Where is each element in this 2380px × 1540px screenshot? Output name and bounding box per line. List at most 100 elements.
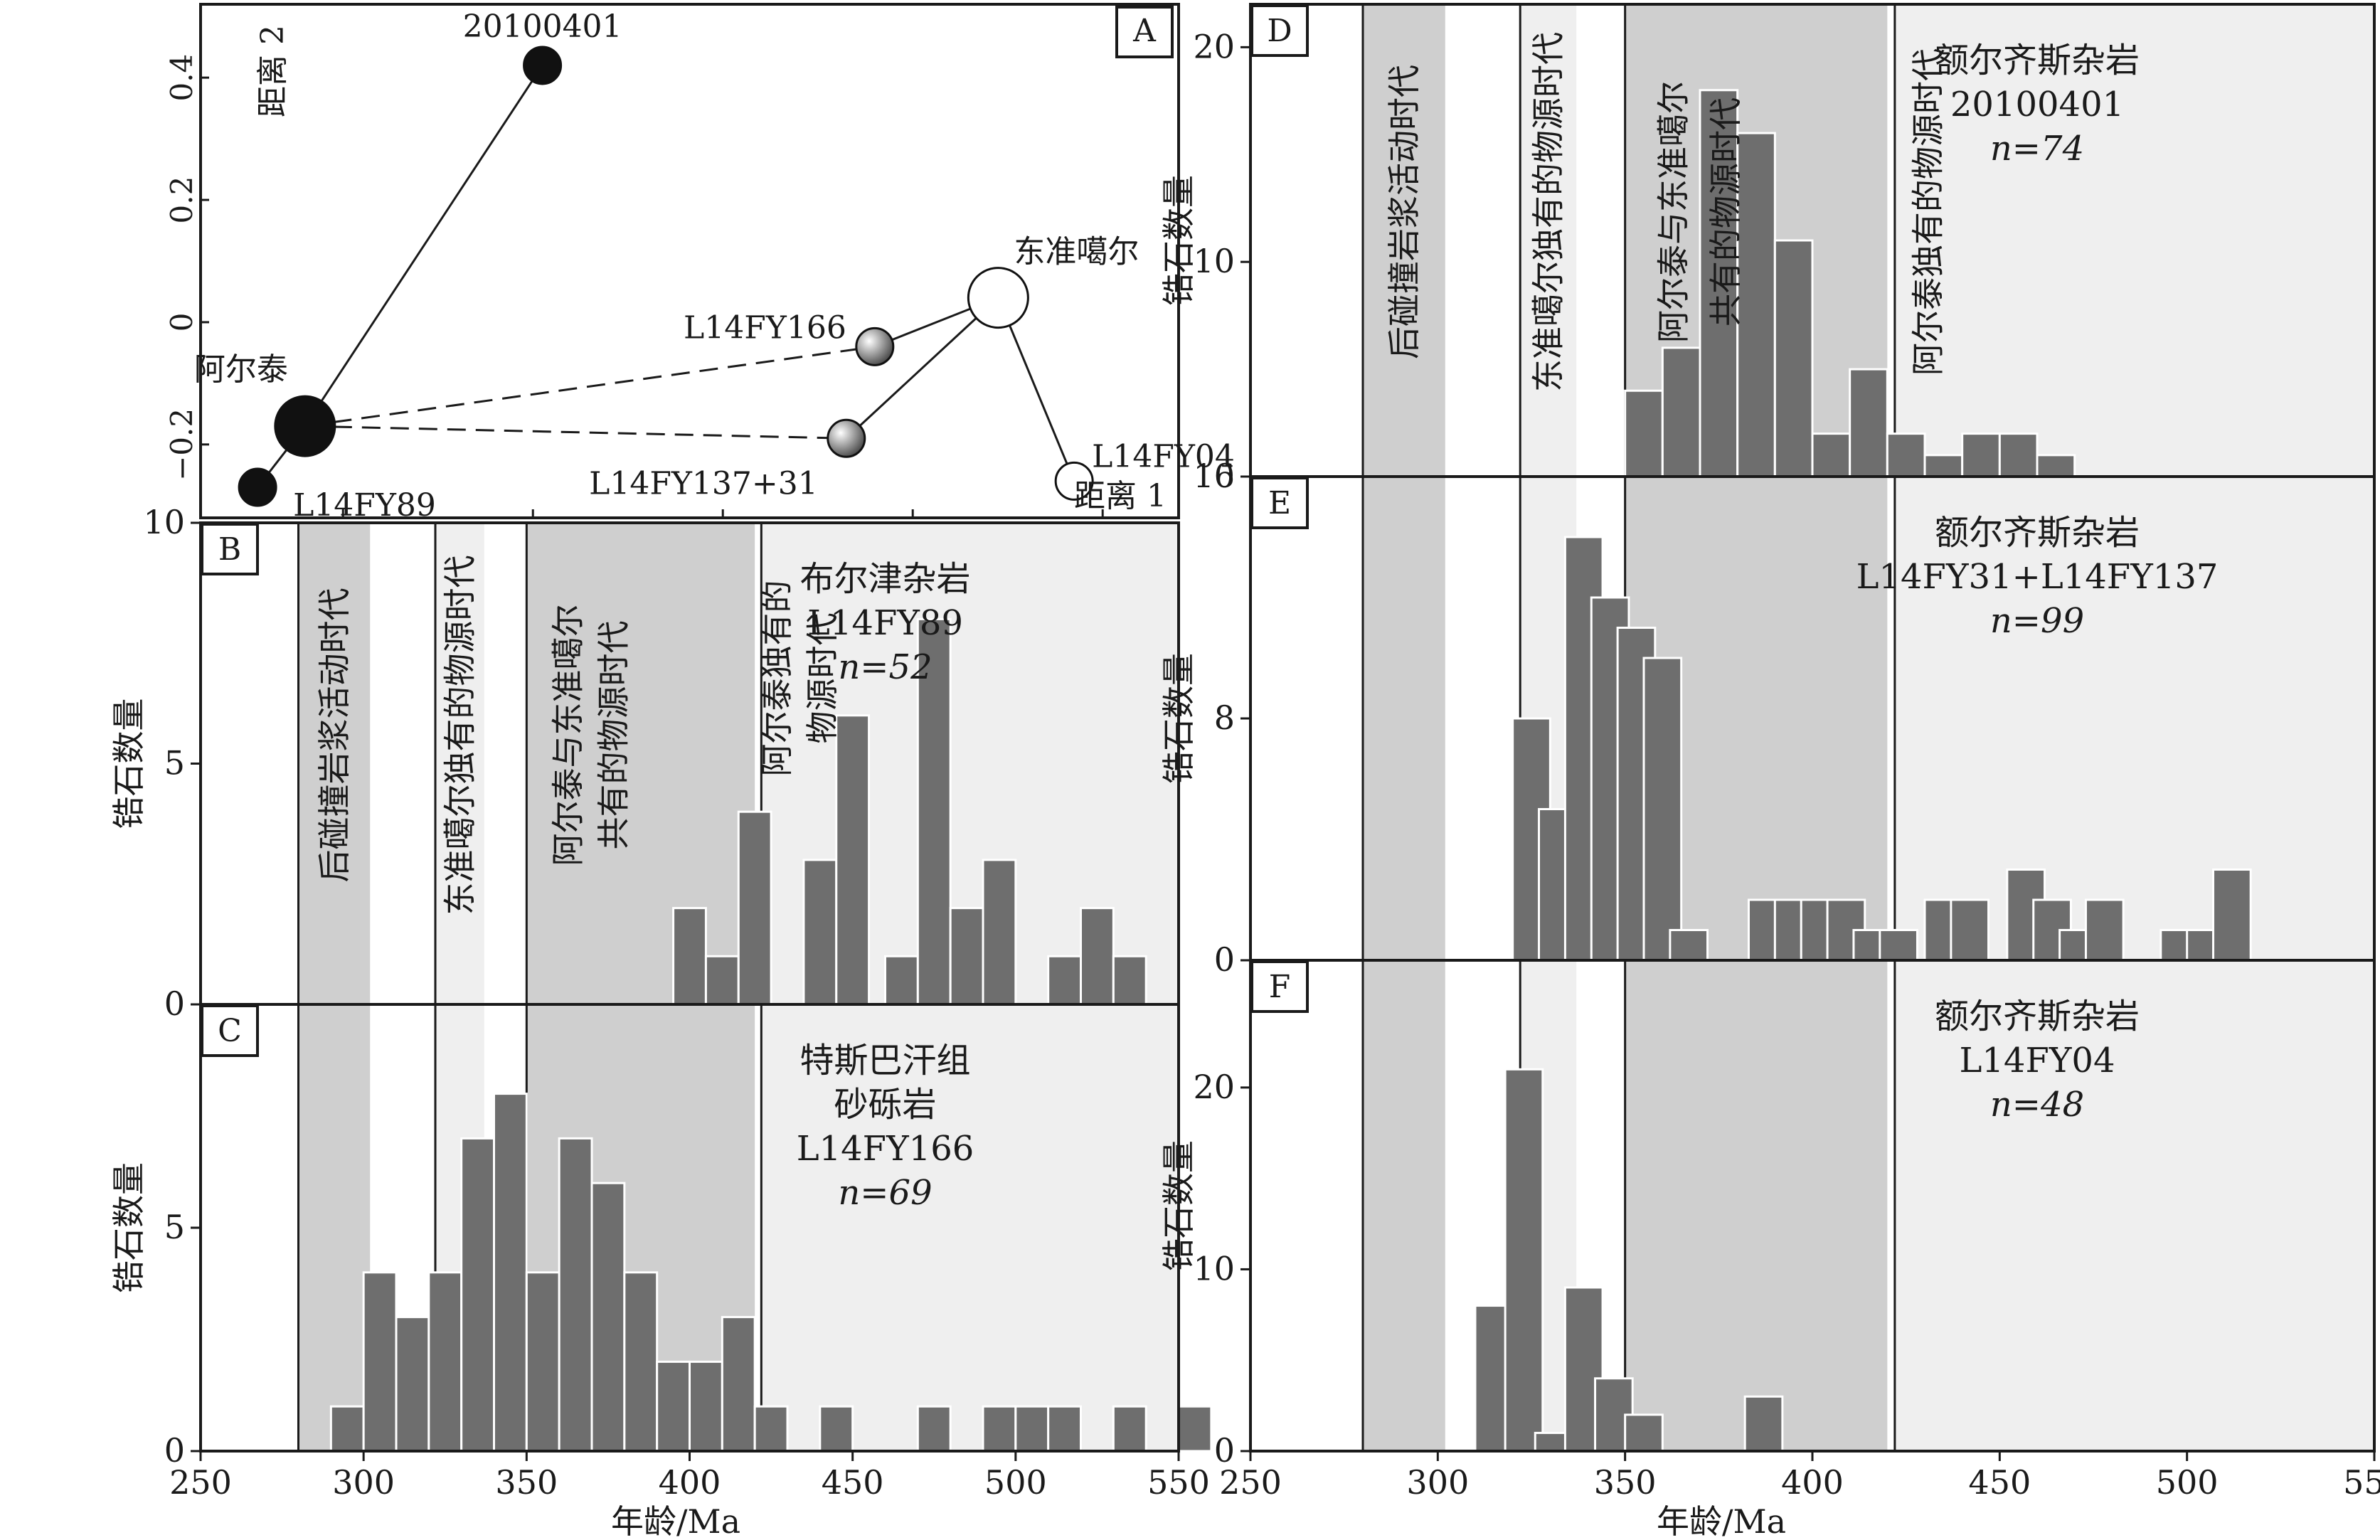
age-band <box>761 1004 1179 1451</box>
right-x-axis-label: 年龄/Ma <box>1657 1502 1786 1540</box>
x-tick-label: 450 <box>822 1463 884 1502</box>
band-label: 阿尔泰独有的 <box>758 580 796 777</box>
x-tick-label: 250 <box>1219 1463 1282 1502</box>
histogram-bar <box>1950 898 1990 962</box>
scatter-point-label: L14FY166 <box>684 309 846 346</box>
y-tick-label: 10 <box>1193 242 1235 280</box>
histogram-bar <box>1504 1068 1544 1453</box>
histogram-bar <box>1998 432 2039 478</box>
y-axis-label: 锆石数量 <box>110 1162 148 1293</box>
histogram-bar <box>1773 239 1814 478</box>
age-band <box>370 523 435 1004</box>
link-line <box>304 425 846 440</box>
panel-annotation: L14FY31+L14FY137 <box>1856 557 2219 597</box>
panel-letter-box <box>1250 4 1309 57</box>
histogram-bar <box>689 1360 723 1453</box>
panel-letter-box <box>201 1004 259 1057</box>
panel-a-letter: A <box>1132 13 1157 49</box>
histogram-bar <box>656 1360 691 1453</box>
panel-letter-box <box>1250 960 1309 1013</box>
band-label: 东准噶尔独有的物源时代 <box>1529 32 1568 392</box>
histogram-bar <box>704 955 740 1006</box>
band-label: 后碰撞岩浆活动时代 <box>1385 65 1423 359</box>
scatter-point <box>827 418 866 458</box>
y-axis-label: 锆石数量 <box>1159 175 1198 306</box>
histogram-bar <box>1047 1405 1082 1453</box>
histogram-bar <box>329 1405 365 1453</box>
y-tick-label: 5 <box>164 744 185 782</box>
panel-a-point-labels: 20100401 阿尔泰 L14FY89 L14FY166 L14FY137+31 东准噶… <box>194 9 1235 524</box>
histogram-bar <box>1811 432 1852 478</box>
y-tick-label: 20 <box>1193 27 1235 65</box>
x-tick-label: 500 <box>984 1463 1047 1502</box>
scatter-point <box>523 46 563 85</box>
y-tick-label: 0 <box>164 1431 185 1470</box>
histogram-bar <box>672 907 707 1006</box>
histogram-bar <box>395 1316 430 1453</box>
y-tick-label: 8 <box>1214 699 1235 737</box>
panel-letter-box <box>201 523 259 575</box>
histogram-bar <box>753 1405 789 1453</box>
histogram-bar <box>1177 1405 1213 1453</box>
age-band <box>298 523 371 1004</box>
panel-annotation: 砂砾岩 <box>834 1085 936 1125</box>
histogram-bar <box>819 1405 854 1453</box>
y-tick-label: 5 <box>164 1208 185 1246</box>
histogram-bar <box>2084 898 2125 962</box>
histogram-bar <box>460 1137 496 1453</box>
histogram-bar <box>623 1271 659 1453</box>
link-line <box>845 297 999 440</box>
panel-annotation: n=52 <box>838 647 932 687</box>
histogram-bar <box>525 1271 561 1453</box>
x-tick-label: 500 <box>2156 1463 2219 1502</box>
histogram-bar <box>1669 929 1709 962</box>
panel-a-letter-box <box>1115 6 1174 58</box>
panel-annotation: 额尔齐斯杂岩 <box>1935 513 2140 553</box>
scatter-point <box>967 267 1029 329</box>
panel-letter: E <box>1268 485 1291 521</box>
panel-annotation: n=74 <box>1990 129 2084 169</box>
link-line <box>997 297 1075 482</box>
age-band <box>1894 960 2374 1451</box>
histogram-bar <box>2036 454 2076 478</box>
histogram-bar <box>1923 454 1964 478</box>
y-tick-label: 0 <box>164 313 199 332</box>
histogram-bar <box>558 1137 593 1453</box>
y-axis-label: 锆石数量 <box>1159 653 1198 784</box>
age-band <box>1894 4 2374 477</box>
histogram-bar <box>427 1271 463 1453</box>
panel-letter: D <box>1267 13 1292 49</box>
panel-annotation: L14FY166 <box>797 1129 974 1169</box>
histogram-bar <box>1112 1405 1147 1453</box>
panel-annotation: 额尔齐斯杂岩 <box>1935 41 2140 80</box>
scatter-point-label: L14FY04 <box>1092 438 1235 474</box>
histogram-bar <box>949 907 984 1006</box>
histogram-bar <box>1849 368 1888 478</box>
histogram-panel-d: 0 10 20 锆石数量 D 额尔齐斯杂岩 20100401 n=74 后碰撞岩浆活动时代 东准噶… <box>1159 3 2376 495</box>
panel-letter: C <box>218 1013 242 1049</box>
band-label: 阿尔泰独有的物源时代 <box>1909 48 1948 376</box>
age-band <box>1363 477 1445 960</box>
age-band <box>1445 4 1521 477</box>
histogram-bar <box>1886 432 1926 478</box>
panel-annotation: 额尔齐斯杂岩 <box>1935 997 2140 1036</box>
scatter-point <box>1054 461 1094 501</box>
y-tick-label: 16 <box>1193 457 1235 495</box>
histogram-bar <box>982 1405 1017 1453</box>
scatter-point <box>238 467 277 507</box>
y-tick-label: 0 <box>164 984 185 1023</box>
x-tick-label: 250 <box>169 1463 232 1502</box>
histogram-bar <box>721 1316 756 1453</box>
histogram-bar <box>1624 389 1664 478</box>
histogram-bar <box>1879 929 1918 962</box>
histogram-bar <box>362 1271 398 1453</box>
panel-annotation: L14FY89 <box>807 603 963 643</box>
histogram-bar <box>1014 1405 1050 1453</box>
histogram-bar <box>1661 346 1701 478</box>
panel-annotation: L14FY04 <box>1959 1041 2115 1080</box>
histogram-bar <box>493 1093 528 1453</box>
